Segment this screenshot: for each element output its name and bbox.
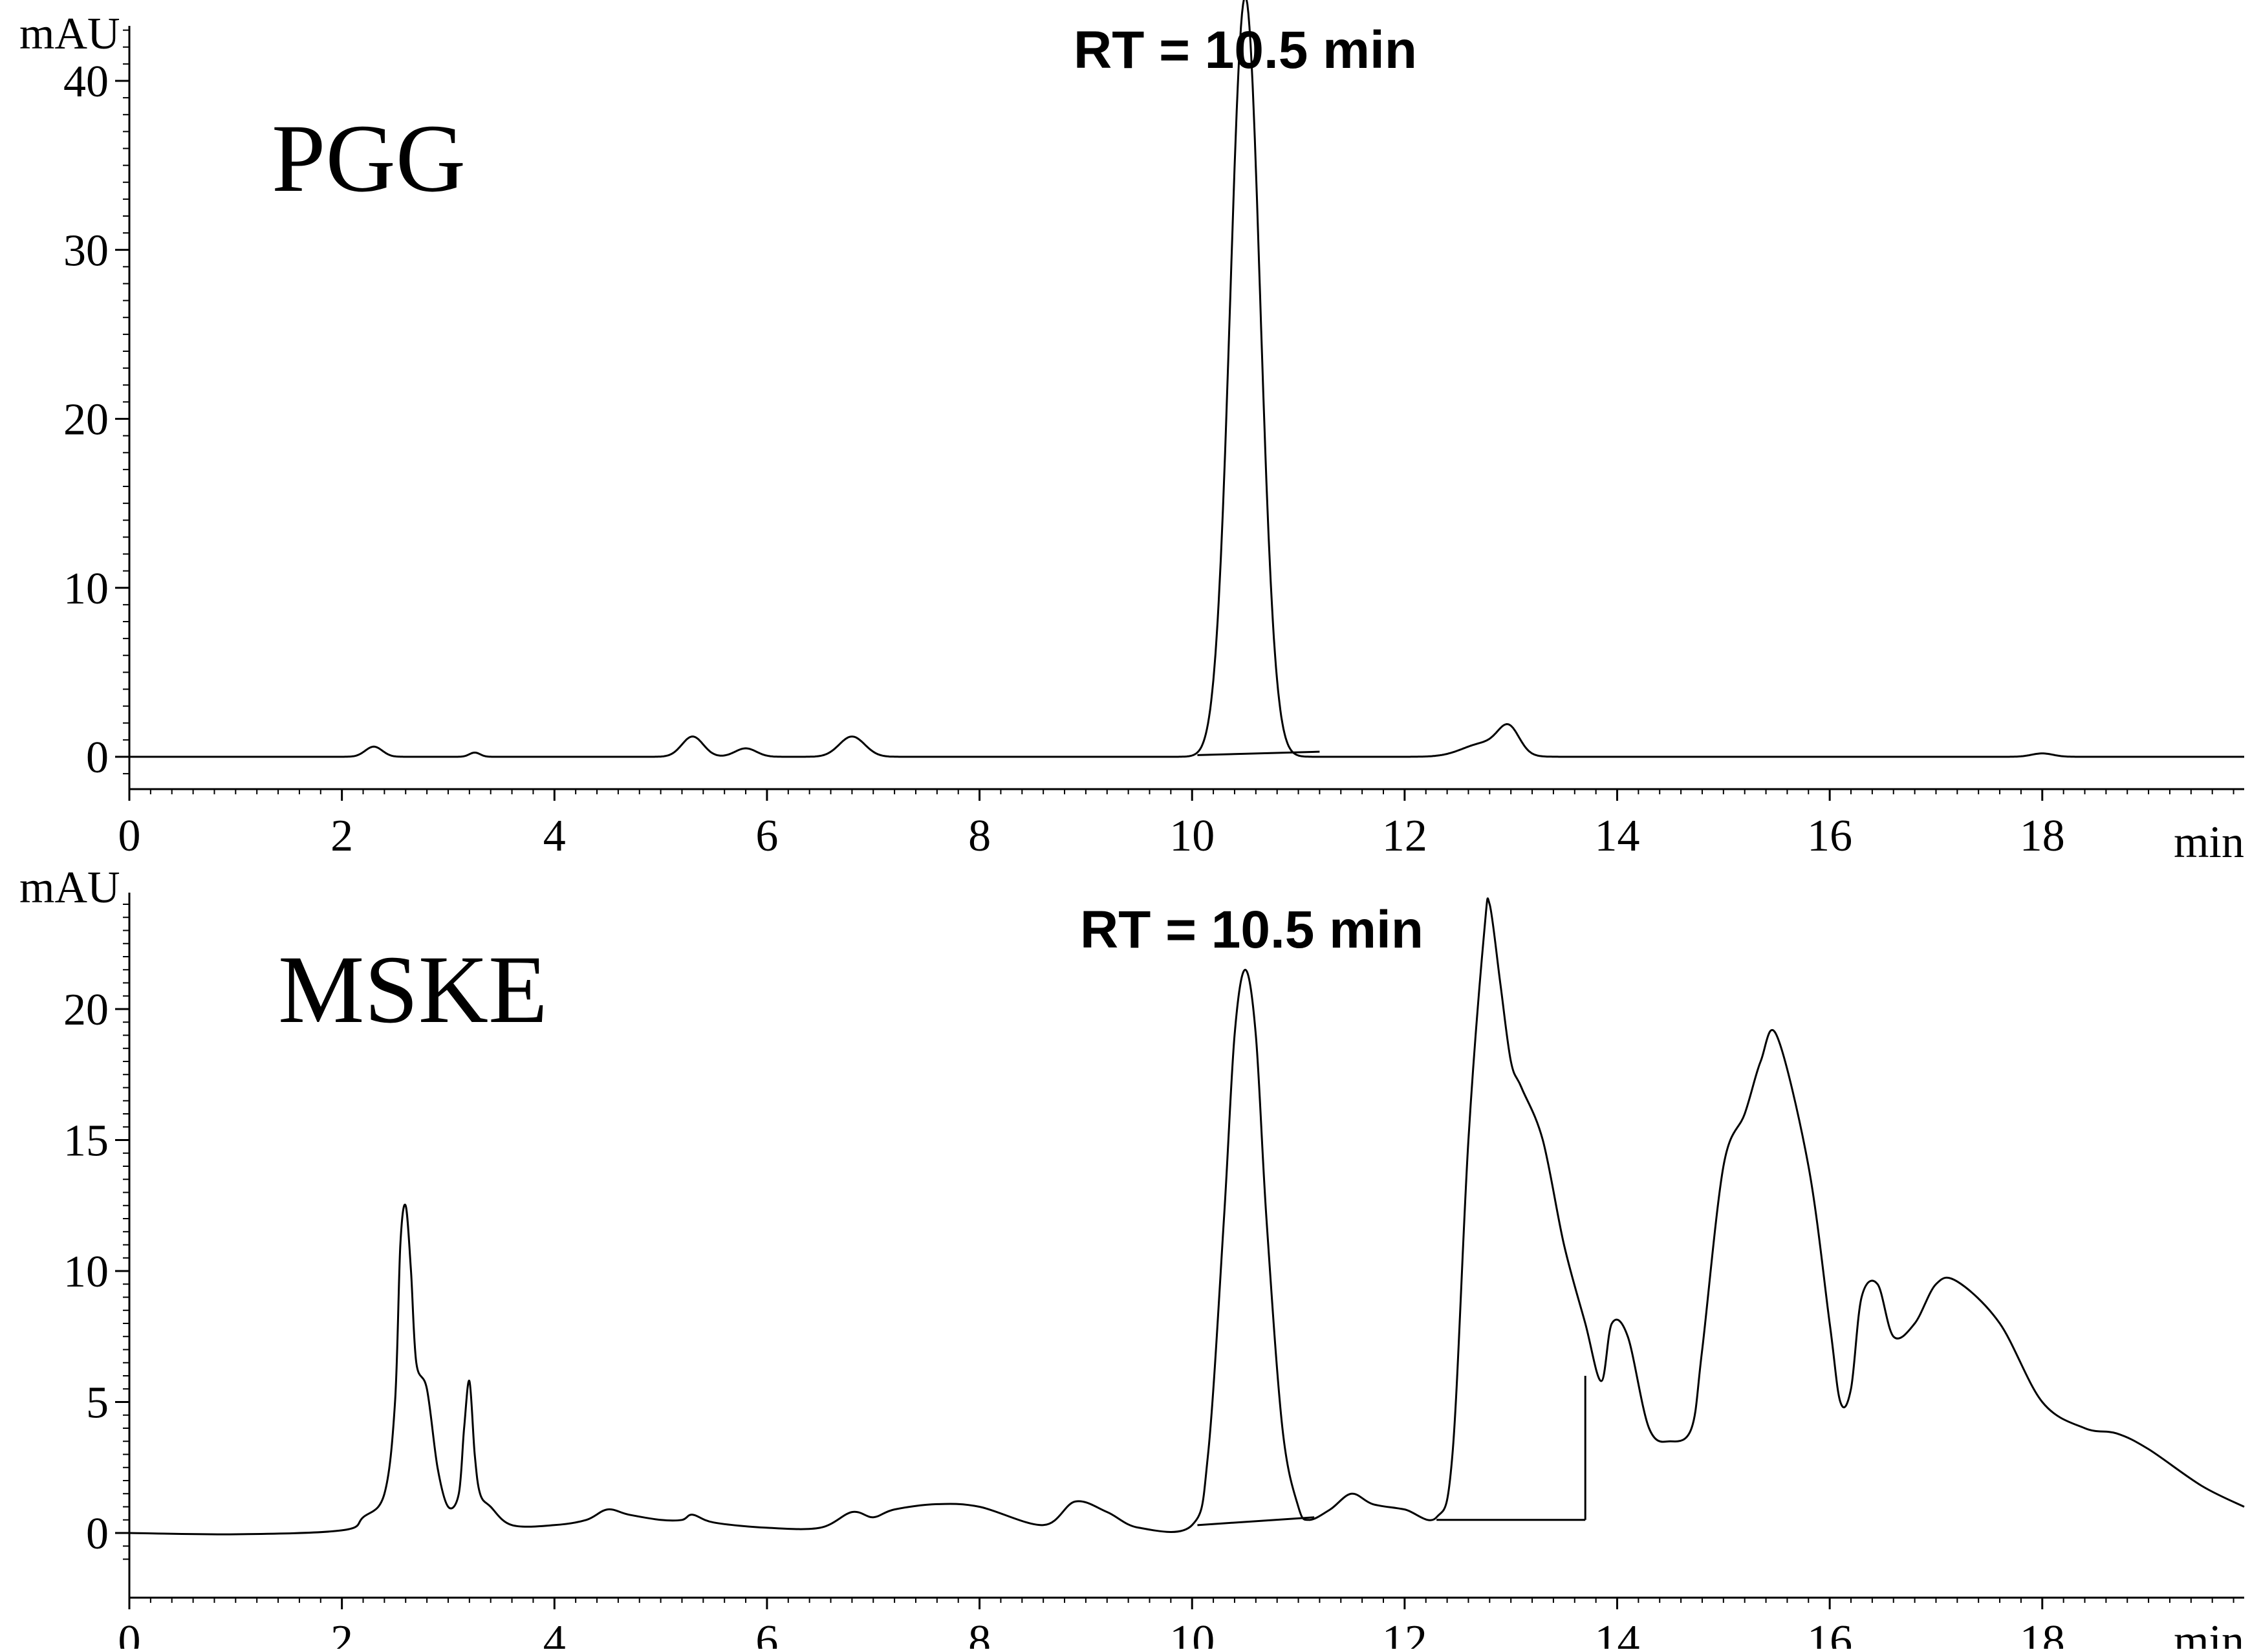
y-tick-label: 0 [86, 1509, 109, 1559]
x-axis-unit-label: min [2174, 818, 2244, 867]
retention-time-annotation: RT = 10.5 min [1074, 21, 1417, 80]
y-tick-label: 40 [63, 57, 109, 107]
x-tick-label: 16 [1807, 1616, 1852, 1649]
x-tick-label: 6 [755, 811, 778, 861]
x-tick-label: 8 [968, 1616, 991, 1649]
y-axis-unit-label: mAU [19, 863, 120, 913]
y-axis-unit-label: mAU [19, 9, 120, 59]
x-tick-label: 2 [330, 811, 353, 861]
retention-time-annotation: RT = 10.5 min [1080, 900, 1423, 959]
chromatogram-trace [129, 897, 2245, 1536]
x-axis-unit-label: min [2174, 1616, 2244, 1649]
x-tick-label: 12 [1382, 1616, 1427, 1649]
x-tick-label: 10 [1169, 811, 1215, 861]
x-tick-label: 2 [330, 1616, 353, 1649]
integration-baseline [1197, 1516, 1315, 1527]
x-tick-label: 14 [1595, 1616, 1640, 1649]
y-tick-label: 20 [63, 395, 109, 445]
chromatogram-trace [129, 0, 2244, 758]
y-tick-label: 5 [86, 1378, 109, 1428]
x-tick-label: 4 [543, 811, 566, 861]
x-tick-label: 16 [1807, 811, 1852, 861]
x-tick-label: 12 [1382, 811, 1427, 861]
x-tick-label: 0 [118, 1616, 141, 1649]
x-tick-label: 18 [2020, 811, 2065, 861]
x-tick-label: 6 [755, 1616, 778, 1649]
x-tick-label: 10 [1169, 1616, 1215, 1649]
y-tick-label: 20 [63, 985, 109, 1035]
x-tick-label: 18 [2020, 1616, 2065, 1649]
y-tick-label: 10 [63, 564, 109, 614]
integration-baseline [1197, 750, 1320, 756]
x-tick-label: 4 [543, 1616, 566, 1649]
trace-label: MSKE [278, 936, 548, 1043]
y-tick-label: 30 [63, 226, 109, 276]
x-tick-label: 14 [1595, 811, 1640, 861]
mske-panel: 0 5 10 15 20 0 2 4 6 8 10 12 14 16 18 mAU min MSKE RT = 10… [19, 863, 2245, 1652]
y-tick-label: 10 [63, 1247, 109, 1297]
x-tick-label: 8 [968, 811, 991, 861]
pgg-panel: 0 10 20 30 40 0 2 4 6 8 10 12 14 16 18 mAU min PGG RT = 10… [19, 0, 2244, 867]
trace-label: PGG [272, 105, 466, 212]
x-tick-label: 0 [118, 811, 141, 861]
y-tick-label: 0 [86, 733, 109, 783]
y-tick-label: 15 [63, 1116, 109, 1166]
